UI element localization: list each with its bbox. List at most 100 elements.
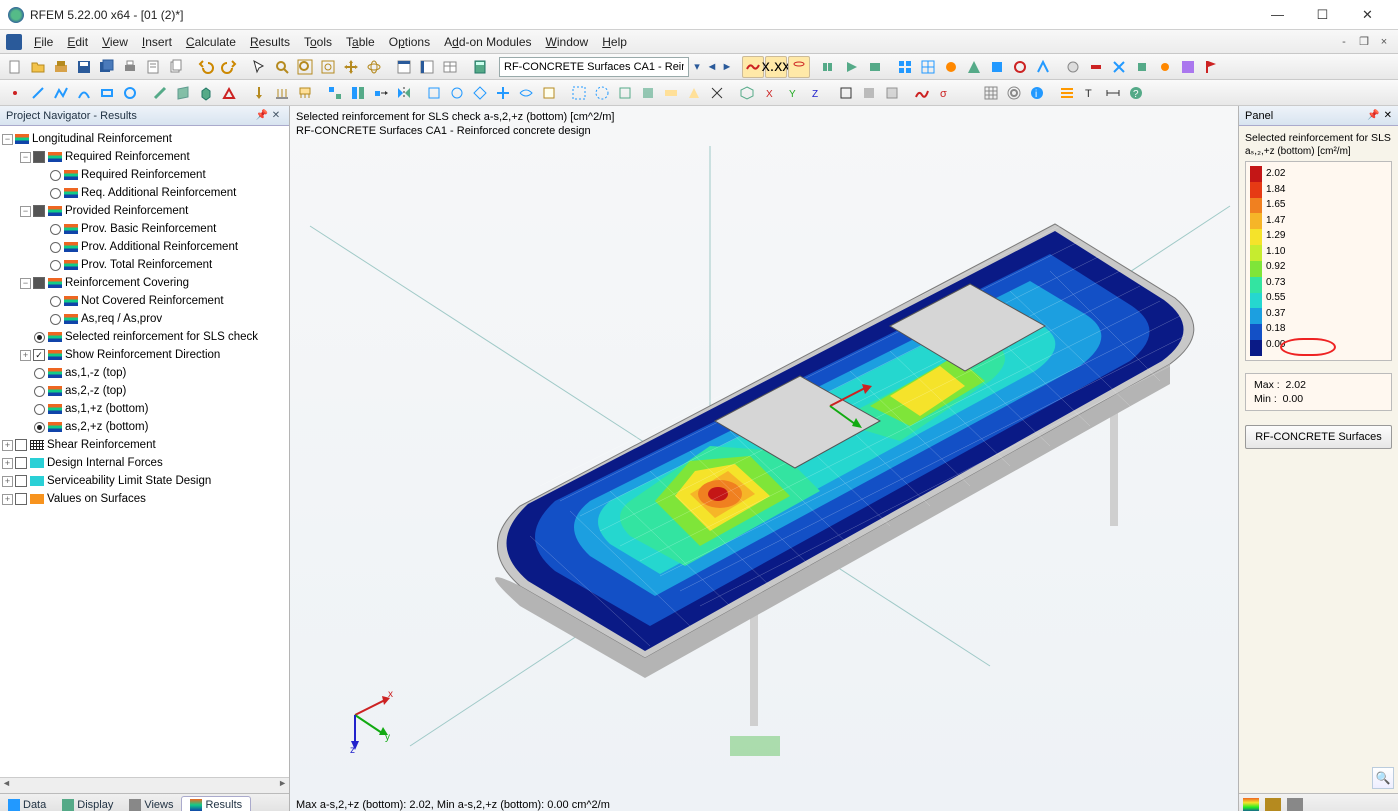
tree-show-dir[interactable]: Show Reinforcement Direction bbox=[65, 346, 220, 364]
tool-a-icon[interactable] bbox=[940, 56, 962, 78]
tree-prov-add[interactable]: Prov. Additional Reinforcement bbox=[81, 238, 238, 256]
report-icon[interactable] bbox=[142, 56, 164, 78]
panel-pin-icon[interactable]: 📌 bbox=[1367, 110, 1379, 121]
dd-arrow-icon[interactable]: ▾ bbox=[690, 60, 704, 73]
saveall-icon[interactable] bbox=[96, 56, 118, 78]
vis-e-icon[interactable] bbox=[1154, 56, 1176, 78]
menu-results[interactable]: Results bbox=[244, 33, 296, 51]
open-module-button[interactable]: RF-CONCRETE Surfaces bbox=[1245, 425, 1392, 449]
results-values-icon[interactable]: x.xx bbox=[765, 56, 787, 78]
tree-prov-basic[interactable]: Prov. Basic Reinforcement bbox=[81, 220, 216, 238]
line-icon[interactable] bbox=[27, 82, 49, 104]
menu-edit[interactable]: Edit bbox=[61, 33, 94, 51]
tree-prov-total[interactable]: Prov. Total Reinforcement bbox=[81, 256, 212, 274]
panel-tab-scale-icon[interactable] bbox=[1265, 798, 1281, 811]
menu-window[interactable]: Window bbox=[540, 33, 595, 51]
tool-e-icon[interactable] bbox=[1032, 56, 1054, 78]
anim2-icon[interactable] bbox=[841, 56, 863, 78]
mirror-icon[interactable] bbox=[393, 82, 415, 104]
select-icon[interactable] bbox=[248, 56, 270, 78]
pin-icon[interactable]: 📌 bbox=[255, 110, 269, 121]
tab-view-icon[interactable] bbox=[393, 56, 415, 78]
support-icon[interactable] bbox=[218, 82, 240, 104]
tree-required[interactable]: Required Reinforcement bbox=[65, 148, 190, 166]
sel4-icon[interactable] bbox=[637, 82, 659, 104]
mdi-restore[interactable]: ❐ bbox=[1356, 34, 1372, 50]
nav-close-icon[interactable]: ✕ bbox=[269, 110, 283, 121]
panel-tab-filter-icon[interactable] bbox=[1287, 798, 1303, 811]
sel7-icon[interactable] bbox=[706, 82, 728, 104]
sel1-icon[interactable] bbox=[568, 82, 590, 104]
info-icon[interactable]: i bbox=[1026, 82, 1048, 104]
poly-icon[interactable] bbox=[50, 82, 72, 104]
menu-file[interactable]: File bbox=[28, 33, 59, 51]
rotate-icon[interactable] bbox=[363, 56, 385, 78]
sel5-icon[interactable] bbox=[660, 82, 682, 104]
nav-tab-results[interactable]: Results bbox=[181, 796, 251, 811]
view-iso-icon[interactable] bbox=[736, 82, 758, 104]
areaload-icon[interactable] bbox=[294, 82, 316, 104]
tree-covering[interactable]: Reinforcement Covering bbox=[65, 274, 189, 292]
edit2-icon[interactable] bbox=[347, 82, 369, 104]
tool5-icon[interactable] bbox=[515, 82, 537, 104]
member-icon[interactable] bbox=[149, 82, 171, 104]
dim-tool-icon[interactable] bbox=[1102, 82, 1124, 104]
edit1-icon[interactable] bbox=[324, 82, 346, 104]
menu-insert[interactable]: Insert bbox=[136, 33, 178, 51]
view-y-icon[interactable]: Y bbox=[782, 82, 804, 104]
close-button[interactable]: ✕ bbox=[1345, 0, 1390, 29]
tree-as2mz[interactable]: as,2,-z (top) bbox=[65, 382, 126, 400]
tree-selected-sls[interactable]: Selected reinforcement for SLS check bbox=[65, 328, 258, 346]
tree-required-item[interactable]: Required Reinforcement bbox=[81, 166, 206, 184]
move-icon[interactable] bbox=[370, 82, 392, 104]
new-icon[interactable] bbox=[4, 56, 26, 78]
zoom-all-icon[interactable] bbox=[294, 56, 316, 78]
menu-help[interactable]: Help bbox=[596, 33, 633, 51]
render-wire-icon[interactable] bbox=[835, 82, 857, 104]
flag-icon[interactable] bbox=[1200, 56, 1222, 78]
tool6-icon[interactable] bbox=[538, 82, 560, 104]
vis-f-icon[interactable] bbox=[1177, 56, 1199, 78]
tab-view2-icon[interactable] bbox=[416, 56, 438, 78]
tree-design-forces[interactable]: Design Internal Forces bbox=[47, 454, 163, 472]
deform-icon[interactable] bbox=[911, 82, 933, 104]
solid-icon[interactable] bbox=[195, 82, 217, 104]
anim3-icon[interactable] bbox=[864, 56, 886, 78]
nav-tab-data[interactable]: Data bbox=[0, 797, 54, 811]
sel2-icon[interactable] bbox=[591, 82, 613, 104]
sel6-icon[interactable] bbox=[683, 82, 705, 104]
arc-icon[interactable] bbox=[73, 82, 95, 104]
save-icon[interactable] bbox=[73, 56, 95, 78]
menu-view[interactable]: View bbox=[96, 33, 134, 51]
sel3-icon[interactable] bbox=[614, 82, 636, 104]
iso-icon[interactable] bbox=[957, 82, 979, 104]
prev-lc[interactable]: ◄ bbox=[705, 61, 719, 73]
model-viewport[interactable]: Selected reinforcement for SLS check a-s… bbox=[290, 106, 1238, 811]
print-icon[interactable] bbox=[119, 56, 141, 78]
gear-icon[interactable] bbox=[1003, 82, 1025, 104]
anim-icon[interactable] bbox=[818, 56, 840, 78]
tool-d-icon[interactable] bbox=[1009, 56, 1031, 78]
zoom-icon[interactable] bbox=[271, 56, 293, 78]
panel-tab-colors-icon[interactable] bbox=[1243, 798, 1259, 811]
vis-d-icon[interactable] bbox=[1131, 56, 1153, 78]
grid-tool-icon[interactable] bbox=[980, 82, 1002, 104]
lineload-icon[interactable] bbox=[271, 82, 293, 104]
results-on-icon[interactable] bbox=[742, 56, 764, 78]
nav-hscrollbar[interactable] bbox=[0, 777, 289, 793]
mdi-minimize[interactable]: - bbox=[1336, 34, 1352, 50]
text-tool-icon[interactable]: T bbox=[1079, 82, 1101, 104]
rect-icon[interactable] bbox=[96, 82, 118, 104]
tree-sls-design[interactable]: Serviceability Limit State Design bbox=[47, 472, 211, 490]
list-tool-icon[interactable] bbox=[1056, 82, 1078, 104]
tool-b-icon[interactable] bbox=[963, 56, 985, 78]
copy-icon[interactable] bbox=[165, 56, 187, 78]
model-icon[interactable] bbox=[50, 56, 72, 78]
view-x-icon[interactable]: X bbox=[759, 82, 781, 104]
minimize-button[interactable]: — bbox=[1255, 0, 1300, 29]
redo-icon[interactable] bbox=[218, 56, 240, 78]
circle-icon[interactable] bbox=[119, 82, 141, 104]
undo-icon[interactable] bbox=[195, 56, 217, 78]
tree-as2pz[interactable]: as,2,+z (bottom) bbox=[65, 418, 148, 436]
menu-tools[interactable]: Tools bbox=[298, 33, 338, 51]
